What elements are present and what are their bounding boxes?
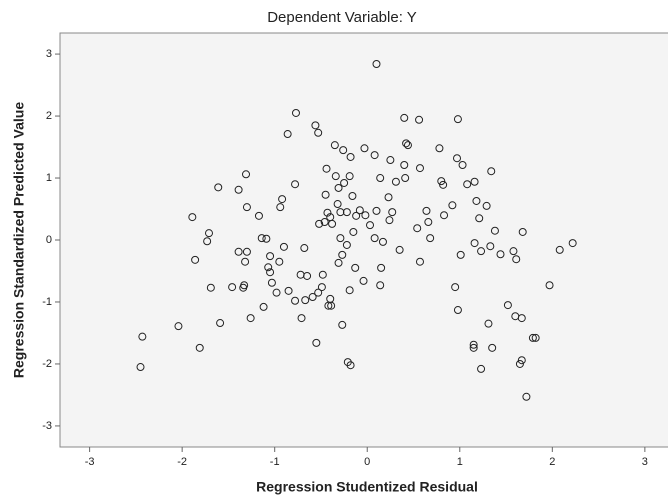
y-tick-label: -2 [42, 358, 52, 370]
y-tick-label: -3 [42, 420, 52, 432]
x-tick-label: 3 [642, 456, 648, 468]
x-axis-title: Regression Studentized Residual [256, 479, 478, 495]
x-tick-label: 1 [457, 456, 463, 468]
y-tick-label: 0 [46, 234, 52, 246]
chart-title: Dependent Variable: Y [267, 9, 417, 26]
x-tick-label: 2 [549, 456, 555, 468]
chart: Dependent Variable: Y Regression Student… [0, 0, 668, 501]
y-tick-label: 2 [46, 110, 52, 122]
y-tick-label: 3 [46, 48, 52, 60]
y-axis-title: Regression Standardized Predicted Value [11, 102, 27, 378]
x-tick-label: -2 [177, 456, 187, 468]
plot-area [60, 33, 668, 447]
page: {"chart_data": {"type": "scatter", "titl… [0, 0, 668, 501]
y-tick-label: 1 [46, 172, 52, 184]
x-tick-label: 0 [364, 456, 370, 468]
x-tick-label: -3 [85, 456, 95, 468]
x-tick-label: -1 [270, 456, 280, 468]
y-tick-label: -1 [42, 296, 52, 308]
